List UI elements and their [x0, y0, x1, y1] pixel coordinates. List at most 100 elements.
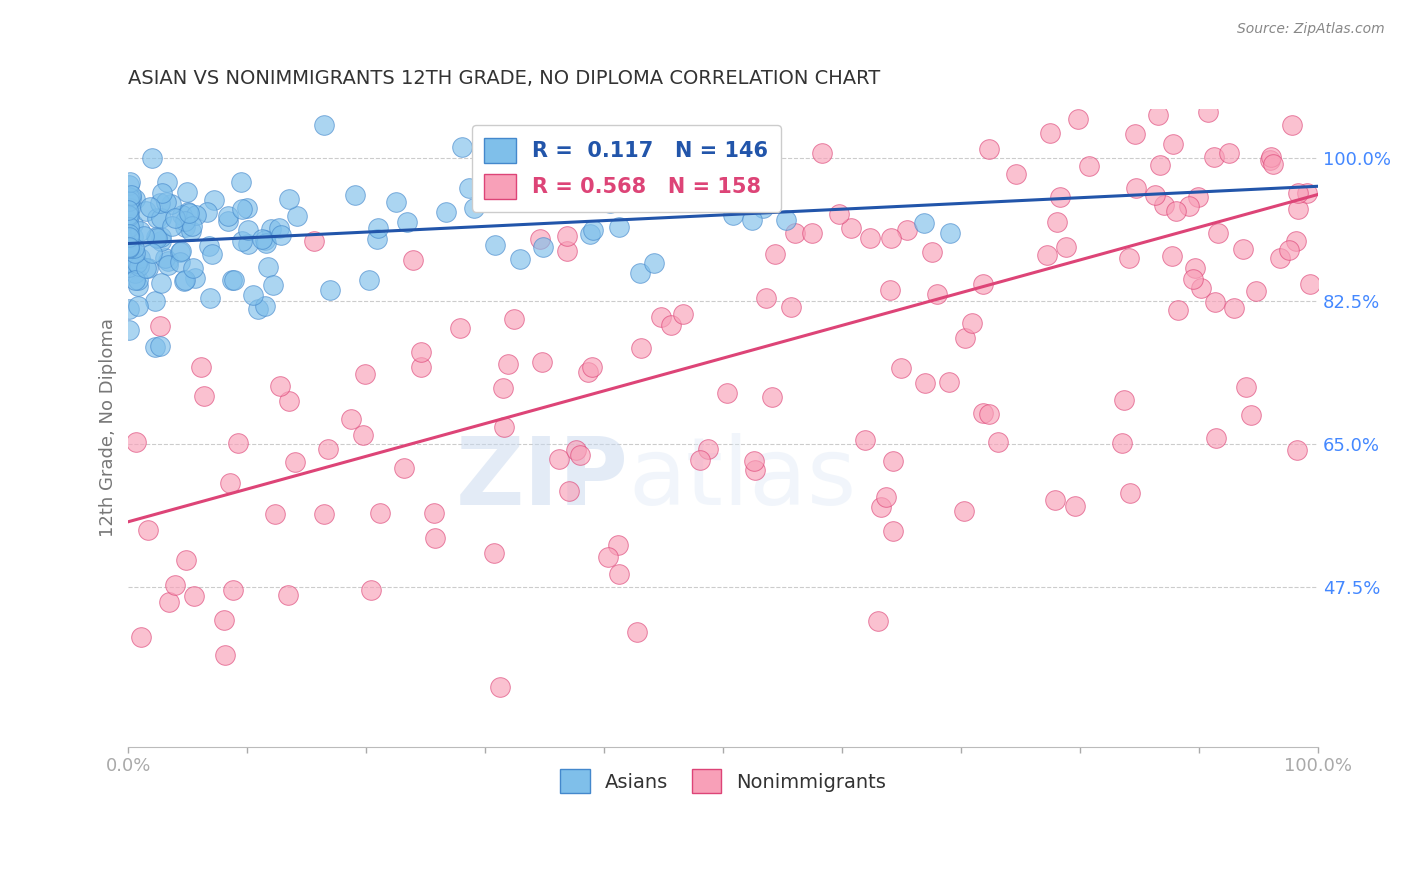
Point: [859, 231, 882, 245]
Point: [503, 311, 526, 326]
Point: [195, 204, 218, 219]
Point: [254, 233, 277, 247]
Point: [1261, 0, 1284, 10]
Point: [197, 239, 219, 253]
Point: [1208, 226, 1230, 240]
Point: [697, 442, 720, 457]
Point: [117, 220, 139, 235]
Point: [283, 454, 305, 468]
Point: [319, 284, 342, 298]
Point: [492, 419, 515, 434]
Point: [118, 201, 141, 215]
Point: [226, 436, 249, 450]
Point: [1268, 252, 1291, 266]
Point: [190, 360, 212, 375]
Point: [581, 360, 603, 375]
Point: [952, 504, 974, 518]
Point: [531, 240, 554, 254]
Point: [1118, 251, 1140, 265]
Point: [155, 195, 177, 210]
Point: [548, 451, 571, 466]
Point: [179, 206, 201, 220]
Point: [143, 294, 166, 309]
Point: [1166, 204, 1188, 219]
Point: [866, 614, 889, 628]
Point: [118, 190, 141, 204]
Point: [396, 215, 419, 229]
Point: [643, 256, 665, 270]
Point: [1181, 272, 1204, 286]
Point: [254, 236, 277, 251]
Point: [117, 208, 139, 222]
Point: [357, 273, 380, 287]
Point: [1278, 243, 1301, 257]
Point: [626, 163, 648, 178]
Point: [156, 175, 179, 189]
Point: [1234, 380, 1257, 394]
Point: [1084, 86, 1107, 100]
Point: [260, 222, 283, 236]
Point: [742, 454, 765, 468]
Point: [972, 277, 994, 292]
Point: [193, 389, 215, 403]
Point: [484, 237, 506, 252]
Point: [118, 323, 141, 337]
Point: [124, 272, 146, 286]
Point: [352, 427, 374, 442]
Point: [1204, 295, 1226, 310]
Point: [659, 318, 682, 333]
Point: [491, 381, 513, 395]
Point: [1202, 150, 1225, 164]
Point: [463, 201, 485, 215]
Point: [1005, 167, 1028, 181]
Point: [138, 261, 160, 276]
Point: [231, 176, 253, 190]
Point: [270, 228, 292, 243]
Point: [1039, 126, 1062, 140]
Point: [409, 344, 432, 359]
Point: [118, 220, 141, 235]
Point: [607, 538, 630, 552]
Point: [172, 208, 194, 222]
Point: [925, 286, 948, 301]
Point: [1046, 215, 1069, 229]
Point: [1144, 188, 1167, 202]
Point: [253, 299, 276, 313]
Point: [117, 230, 139, 244]
Point: [650, 310, 672, 324]
Point: [986, 435, 1008, 450]
Point: [221, 583, 243, 598]
Point: [579, 227, 602, 242]
Point: [128, 224, 150, 238]
Point: [555, 244, 578, 259]
Point: [1112, 37, 1135, 52]
Point: [127, 273, 149, 287]
Point: [124, 192, 146, 206]
Point: [202, 194, 225, 208]
Y-axis label: 12th Grade, No Diploma: 12th Grade, No Diploma: [100, 318, 117, 537]
Point: [120, 191, 142, 205]
Point: [1187, 190, 1209, 204]
Point: [977, 407, 1000, 421]
Point: [304, 234, 326, 248]
Point: [118, 240, 141, 254]
Point: [125, 256, 148, 270]
Point: [1078, 159, 1101, 173]
Point: [367, 221, 389, 235]
Point: [599, 195, 621, 210]
Point: [117, 256, 139, 270]
Point: [181, 260, 204, 275]
Point: [340, 411, 363, 425]
Point: [1285, 234, 1308, 248]
Point: [118, 235, 141, 250]
Point: [1258, 153, 1281, 168]
Point: [269, 379, 291, 393]
Point: [1153, 198, 1175, 212]
Point: [811, 146, 834, 161]
Point: [423, 531, 446, 545]
Point: [236, 237, 259, 252]
Point: [231, 235, 253, 249]
Point: [318, 442, 340, 457]
Point: [1147, 107, 1170, 121]
Point: [157, 595, 180, 609]
